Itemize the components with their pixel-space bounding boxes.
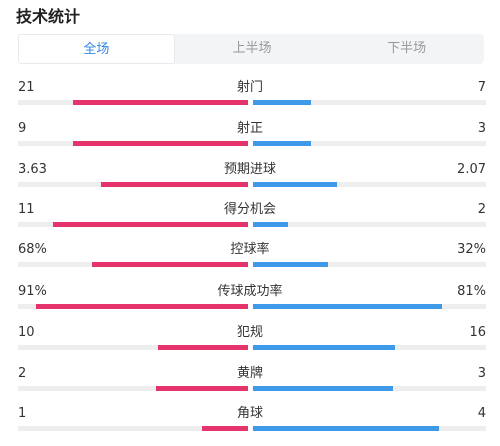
stat-label: 犯规 — [236, 325, 263, 340]
away-bar-track — [253, 386, 486, 391]
away-bar — [253, 262, 328, 267]
tab-full-match[interactable]: 全场 — [18, 34, 175, 64]
stat-row-corners: 1 角球 4 — [0, 405, 500, 446]
stat-label: 预期进球 — [223, 162, 276, 177]
home-bar-track — [18, 262, 248, 267]
home-bar — [73, 100, 248, 105]
home-bar-track — [18, 100, 248, 105]
home-bar — [91, 262, 248, 267]
away-value: 2 — [477, 202, 486, 217]
page-title: 技术统计 — [16, 7, 81, 26]
stat-row-yellow-cards: 2 黄牌 3 — [0, 365, 500, 406]
home-bar — [36, 304, 248, 309]
away-value: 16 — [469, 325, 486, 340]
away-value: 3 — [477, 121, 486, 136]
home-bar — [73, 141, 248, 146]
away-bar-track — [253, 426, 486, 431]
home-value: 9 — [18, 121, 27, 136]
away-bar — [253, 304, 442, 309]
away-value: 81% — [457, 284, 486, 299]
home-value: 91% — [18, 284, 47, 299]
away-value: 7 — [477, 80, 486, 95]
away-value: 4 — [477, 406, 486, 421]
home-value: 11 — [18, 202, 35, 217]
away-bar-track — [253, 182, 486, 187]
stat-label: 控球率 — [230, 242, 270, 257]
away-bar-track — [253, 141, 486, 146]
away-bar-track — [253, 345, 486, 350]
stat-label: 传球成功率 — [217, 284, 283, 299]
away-value: 32% — [457, 242, 486, 257]
away-bar — [253, 100, 312, 105]
tab-second-half[interactable]: 下半场 — [387, 41, 427, 56]
away-bar — [253, 345, 396, 350]
tab-first-half[interactable]: 上半场 — [232, 41, 272, 56]
away-bar-track — [253, 100, 486, 105]
stat-row-shots: 21 射门 7 — [0, 79, 500, 120]
period-tabs: 全场 上半场 下半场 — [18, 34, 484, 64]
stat-row-pass-accuracy: 91% 传球成功率 81% — [0, 283, 500, 324]
home-bar — [100, 182, 248, 187]
away-bar-track — [253, 222, 486, 227]
home-value: 10 — [18, 325, 35, 340]
stat-row-fouls: 10 犯规 16 — [0, 324, 500, 365]
home-value: 68% — [18, 242, 47, 257]
home-bar — [202, 426, 248, 431]
stat-row-possession: 68% 控球率 32% — [0, 241, 500, 282]
home-bar — [52, 222, 248, 227]
stat-row-shots-on-target: 9 射正 3 — [0, 120, 500, 161]
stat-row-expected-goals: 3.63 预期进球 2.07 — [0, 161, 500, 202]
away-bar — [253, 141, 312, 146]
stat-label: 射正 — [236, 121, 263, 136]
stat-label: 得分机会 — [223, 202, 276, 217]
away-value: 2.07 — [457, 162, 486, 177]
home-value: 21 — [18, 80, 35, 95]
away-bar — [253, 426, 440, 431]
away-bar — [253, 386, 393, 391]
away-bar-track — [253, 262, 486, 267]
stat-label: 角球 — [236, 406, 263, 421]
away-bar-track — [253, 304, 486, 309]
away-bar — [253, 222, 288, 227]
home-value: 2 — [18, 366, 27, 381]
home-bar-track — [18, 426, 248, 431]
home-bar-track — [18, 304, 248, 309]
away-value: 3 — [477, 366, 486, 381]
home-bar — [158, 345, 248, 350]
away-bar — [253, 182, 337, 187]
home-bar-track — [18, 345, 248, 350]
home-bar-track — [18, 182, 248, 187]
stat-label: 射门 — [236, 80, 263, 95]
home-value: 3.63 — [18, 162, 47, 177]
stat-label: 黄牌 — [236, 366, 263, 381]
home-value: 1 — [18, 406, 27, 421]
stat-row-big-chances: 11 得分机会 2 — [0, 201, 500, 242]
home-bar-track — [18, 141, 248, 146]
home-bar-track — [18, 222, 248, 227]
home-bar — [156, 386, 248, 391]
home-bar-track — [18, 386, 248, 391]
